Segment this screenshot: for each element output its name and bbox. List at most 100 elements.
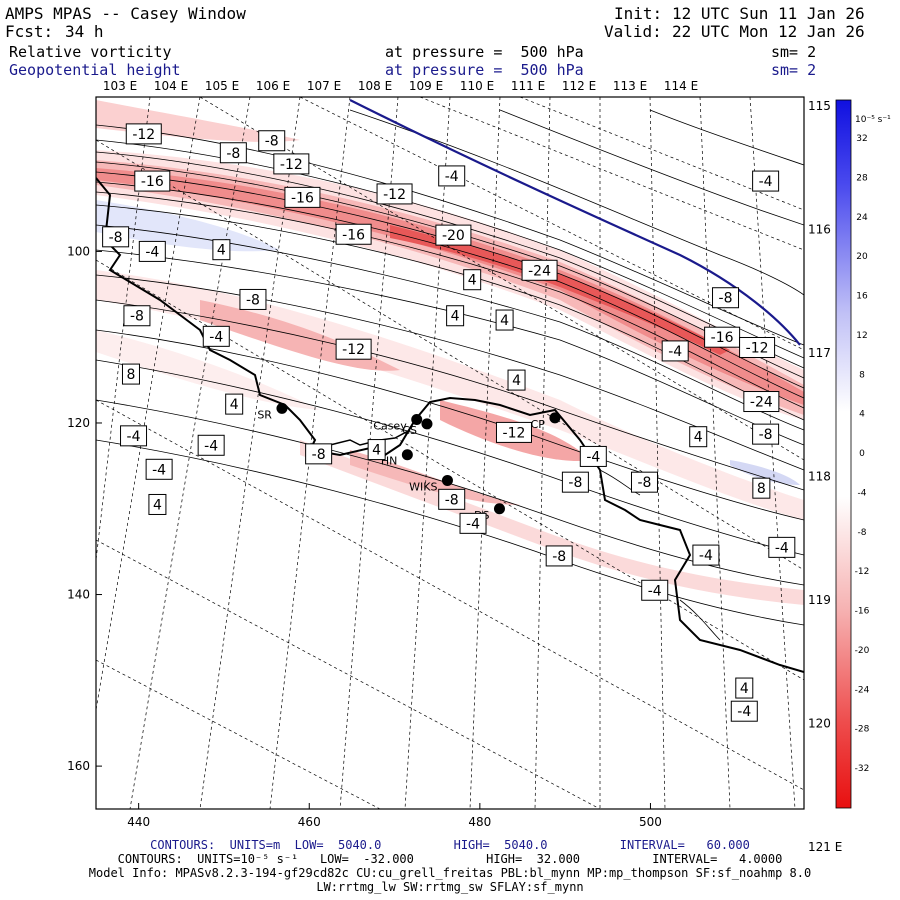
contour-label: 4 [468, 273, 477, 289]
station-marker [493, 503, 505, 515]
contour-label-box [521, 259, 558, 281]
contour-label-box [495, 421, 532, 443]
contour-label: 4 [153, 497, 162, 513]
contour-label-box [121, 363, 140, 385]
contour-label: -8 [638, 475, 652, 491]
colorbar-tick-label: 12 [856, 331, 867, 341]
x-tick-label: 500 [639, 815, 662, 829]
colorbar-ticks: 32 28 24 20 16 12 8 4 0 -4 -8 -12 -16 -20 -24 -28 -32 [855, 134, 870, 774]
contour-label: -8 [226, 146, 240, 162]
contour-label: 4 [500, 313, 509, 329]
colorbar-tick-label: -16 [855, 607, 870, 617]
latitude-label: 117 E [808, 346, 842, 360]
plot-area: SRCaseyCSHNWIKSDSCP -12-8-8-12-16-16-12-… [96, 97, 804, 809]
forecast-hour: 34 h [65, 22, 104, 41]
contour-label: -12 [746, 340, 769, 356]
latitude-label: 120 E [808, 717, 842, 731]
colorbar-units: 10⁻⁵ s⁻¹ [855, 115, 891, 125]
latitude-label: 118 E [808, 470, 842, 484]
field2-level: at pressure = 500 hPa [385, 61, 584, 79]
contour-label-box [367, 439, 386, 461]
colorbar [835, 99, 852, 809]
latitude-label: 116 E [808, 223, 842, 237]
valid-label: Valid: [604, 22, 662, 41]
longitude-label: 112 E [562, 79, 596, 93]
contour-label-box [507, 369, 526, 391]
contour-label-box [225, 393, 244, 415]
contour-label-box [752, 423, 780, 445]
contour-label-box [459, 512, 487, 534]
contour-label: 8 [757, 481, 766, 497]
init-label: Init: [614, 4, 663, 23]
colorbar-tick-label: -28 [855, 725, 870, 735]
colorbar-tick-label: -12 [855, 567, 870, 577]
contour-label-box [284, 186, 321, 208]
contour-label: -8 [445, 492, 459, 508]
contour-label-box [123, 305, 151, 327]
contour-label-box [258, 130, 286, 152]
contour-label-box [735, 677, 754, 699]
latitude-label: 121 E [808, 840, 842, 854]
contour-label-box [768, 536, 796, 558]
contour-label-box [463, 269, 482, 291]
contour-label: -4 [127, 429, 141, 445]
longitude-label: 111 E [511, 79, 545, 93]
contour-label-box [335, 338, 372, 360]
y-axis: 100 120 140 160 [67, 244, 102, 773]
contour-label: -4 [737, 704, 751, 720]
contour-label: -8 [552, 549, 566, 565]
contour-label-box [335, 223, 372, 245]
latitude-label: 119 E [808, 593, 842, 607]
latitude-label: 115 E [808, 99, 842, 113]
contour-label-box [641, 579, 669, 601]
colorbar-tick-label: -20 [855, 646, 870, 656]
contour-label: 4 [512, 373, 521, 389]
contour-label: -4 [209, 329, 223, 345]
contour-label-box [435, 224, 472, 246]
colorbar-tick-label: 4 [859, 410, 865, 420]
x-tick-label: 440 [127, 815, 150, 829]
longitude-label: 109 E [409, 79, 443, 93]
contour-label-box [202, 325, 230, 347]
contour-label-box [273, 153, 310, 175]
contour-label: 4 [694, 430, 703, 446]
colorbar-tick-label: 28 [856, 173, 868, 183]
station-marker [411, 414, 423, 426]
contour-label-box [212, 239, 231, 261]
y-tick-label: 140 [67, 588, 90, 602]
contour-label: 4 [372, 443, 381, 459]
contour-label: -4 [648, 583, 662, 599]
contour-label: 4 [217, 243, 226, 259]
colorbar-tick-label: 16 [856, 292, 868, 302]
x-tick-label: 480 [468, 815, 491, 829]
longitude-label: 105 E [205, 79, 239, 93]
model-info: Model Info: MPASv8.2.3-194-gf29cd82c CU:… [88, 866, 812, 880]
y-tick-label: 100 [67, 244, 90, 258]
contour-label: -4 [466, 516, 480, 532]
contour-label-box [579, 445, 607, 467]
contour-label-box [125, 123, 162, 145]
contour-label-box [495, 309, 514, 331]
contour-label: 4 [740, 681, 749, 697]
contour-label: -16 [291, 190, 314, 206]
longitude-label: 107 E [307, 79, 341, 93]
station-marker [401, 449, 413, 461]
contour-label: -4 [145, 244, 159, 260]
contour-label: -8 [759, 427, 773, 443]
contour-label-box [120, 425, 148, 447]
contour-label: -4 [586, 449, 600, 465]
colorbar-tick-label: -8 [858, 528, 867, 538]
station-marker [421, 418, 433, 430]
colorbar-tick-label: 20 [856, 252, 868, 262]
field1-level: at pressure = 500 hPa [385, 43, 584, 61]
physics-info: LW:rrtmg_lw SW:rrtmg_sw SFLAY:sf_mynn [316, 880, 584, 894]
contour-label: 8 [127, 367, 136, 383]
contour-label-box [446, 305, 465, 327]
contour-label: -4 [699, 548, 713, 564]
contour-label: -24 [528, 263, 551, 279]
station-marker [276, 402, 288, 414]
contour-label-box [630, 471, 658, 493]
colorbar-tick-label: 0 [859, 449, 865, 459]
longitude-label: 110 E [460, 79, 494, 93]
contour-label: -12 [132, 127, 155, 143]
